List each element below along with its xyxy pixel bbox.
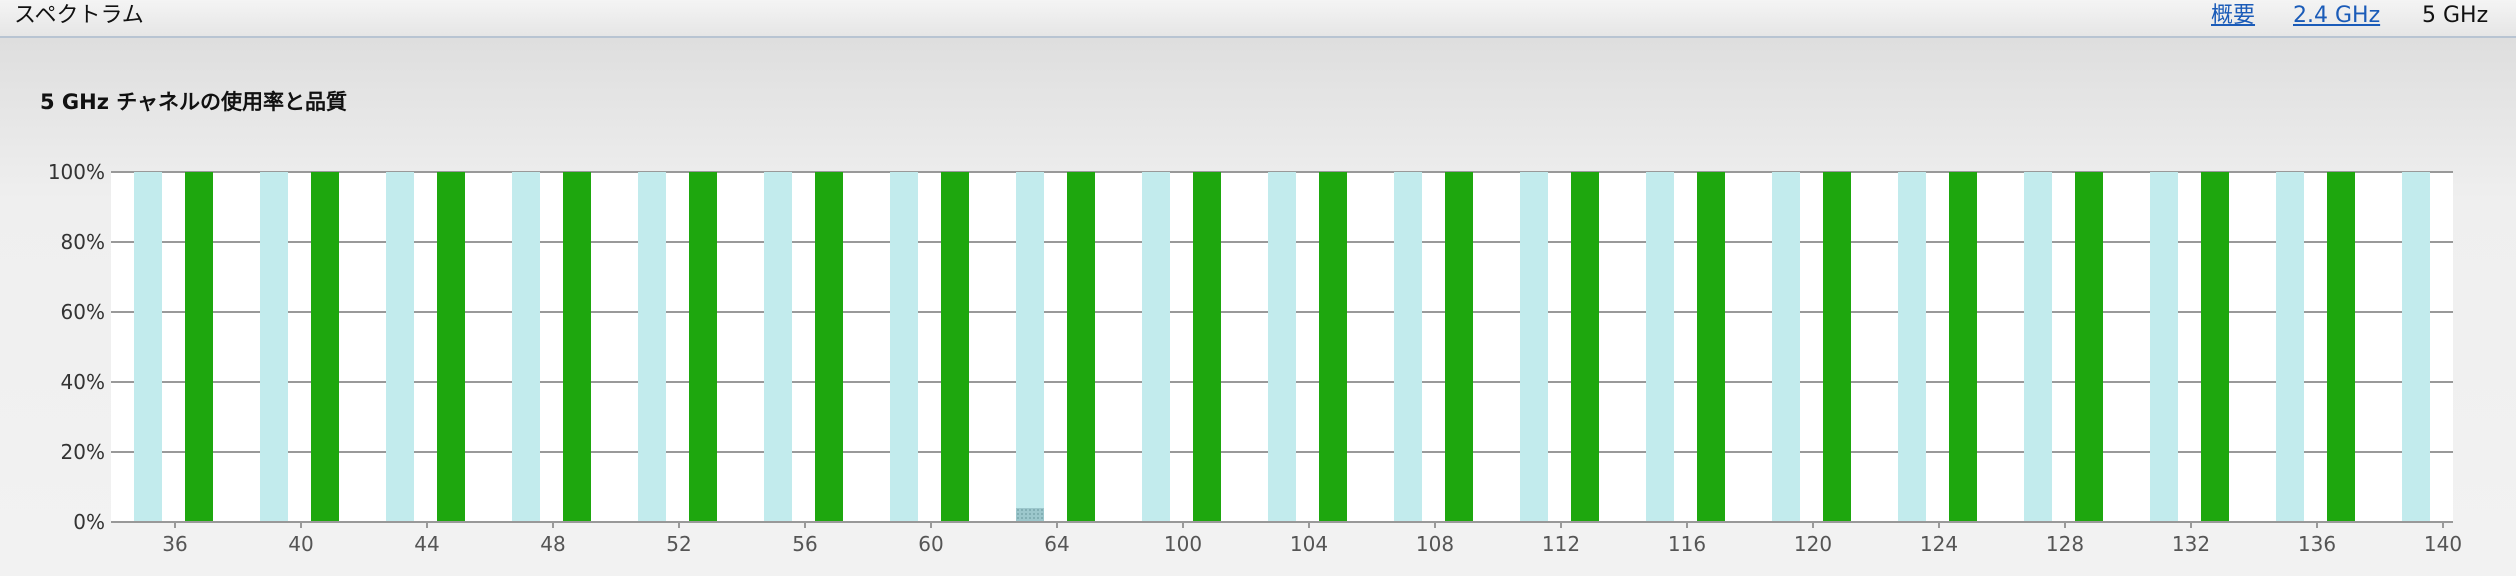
bar-green [815, 172, 843, 522]
x-tick-label: 64 [1044, 532, 1069, 556]
bar-light [1268, 172, 1296, 522]
bar-green [2201, 172, 2229, 522]
bar-green [1067, 172, 1095, 522]
bar-green [1697, 172, 1725, 522]
bar-light [512, 172, 540, 522]
bar-green [689, 172, 717, 522]
x-tick-label: 124 [1920, 532, 1958, 556]
bar-light [890, 172, 918, 522]
bar-light [2150, 172, 2178, 522]
bar-light [1394, 172, 1422, 522]
bar-light [1016, 172, 1044, 522]
bar-green [941, 172, 969, 522]
x-tick-label: 120 [1794, 532, 1832, 556]
bar-light [1772, 172, 1800, 522]
y-tick-label: 0% [73, 510, 105, 534]
tab-5ghz[interactable]: 5 GHz [2422, 3, 2489, 28]
bar-green [185, 172, 213, 522]
bar-green [1823, 172, 1851, 522]
bar-light [638, 172, 666, 522]
bar-green [1193, 172, 1221, 522]
page-title: スペクトラム [14, 3, 144, 28]
chart-title: 5 GHz チャネルの使用率と品質 [40, 90, 348, 114]
bar-light [386, 172, 414, 522]
x-tick-label: 56 [792, 532, 817, 556]
x-tick-label: 112 [1542, 532, 1580, 556]
bar-green [2327, 172, 2355, 522]
x-tick-label: 48 [540, 532, 565, 556]
bar-green [1445, 172, 1473, 522]
bar-dotted [1016, 508, 1044, 522]
bar-green [1319, 172, 1347, 522]
y-tick-label: 60% [61, 300, 105, 324]
x-tick-label: 60 [918, 532, 943, 556]
y-tick-label: 100% [48, 160, 105, 184]
bar-green [2075, 172, 2103, 522]
x-tick-label: 40 [288, 532, 313, 556]
bar-green [437, 172, 465, 522]
x-tick-label: 136 [2298, 532, 2336, 556]
bar-green [311, 172, 339, 522]
x-tick-label: 104 [1290, 532, 1328, 556]
tab-overview[interactable]: 概要 [2211, 3, 2256, 28]
bar-light [134, 172, 162, 522]
bar-green [1949, 172, 1977, 522]
x-tick-label: 100 [1164, 532, 1202, 556]
x-tick-label: 44 [414, 532, 439, 556]
bar-light [2024, 172, 2052, 522]
y-tick-label: 80% [61, 230, 105, 254]
bar-light [1142, 172, 1170, 522]
x-tick-label: 108 [1416, 532, 1454, 556]
bar-light [1520, 172, 1548, 522]
x-tick-label: 128 [2046, 532, 2084, 556]
bar-green [1571, 172, 1599, 522]
x-tick-label: 140 [2424, 532, 2462, 556]
bar-green [563, 172, 591, 522]
top-bar: スペクトラム 概要 2.4 GHz 5 GHz [0, 0, 2516, 38]
bar-light [260, 172, 288, 522]
x-tick-label: 132 [2172, 532, 2210, 556]
bar-light [1646, 172, 1674, 522]
bar-light [2402, 172, 2430, 522]
y-tick-label: 20% [61, 440, 105, 464]
bar-light [1898, 172, 1926, 522]
x-tick-label: 116 [1668, 532, 1706, 556]
y-tick-label: 40% [61, 370, 105, 394]
tab-2-4ghz[interactable]: 2.4 GHz [2293, 3, 2381, 28]
x-tick-label: 52 [666, 532, 691, 556]
bar-light [764, 172, 792, 522]
x-tick-label: 36 [162, 532, 187, 556]
bar-light [2276, 172, 2304, 522]
